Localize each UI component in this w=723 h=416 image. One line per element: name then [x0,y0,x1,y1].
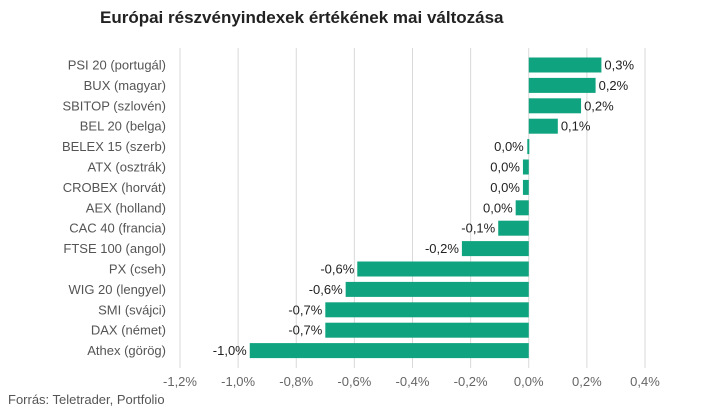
x-tick-label: -1,0% [221,374,255,389]
x-tick-label: -1,2% [163,374,197,389]
chart-title: Európai részvényindexek értékének mai vá… [100,8,504,27]
x-tick-label: -0,6% [337,374,371,389]
category-label: FTSE 100 (angol) [63,241,166,256]
category-labels: PSI 20 (portugál) BUX (magyar) SBITOP (szl… [62,58,166,359]
bar [515,200,529,216]
data-label: -0,7% [288,323,322,338]
bar [522,159,529,175]
data-label: -0,1% [461,221,495,236]
category-label: BELEX 15 (szerb) [62,139,166,154]
x-tick-label: 0,0% [514,374,544,389]
bar [345,281,529,297]
category-label: ATX (osztrák) [88,160,167,175]
data-label: -0,6% [309,282,343,297]
bar [528,57,602,73]
bar [522,179,529,195]
bar [528,77,596,93]
category-label: CROBEX (horvát) [63,180,166,195]
data-label: 0,0% [490,160,520,175]
data-label: 0,2% [599,78,629,93]
x-tick-label: 0,2% [572,374,602,389]
data-labels: 0,3%0,2%0,2%0,1%0,0%0,0%0,0%0,0%-0,1%-0,… [213,58,635,359]
data-label: 0,0% [483,200,513,215]
data-label: -0,2% [425,241,459,256]
category-label: BUX (magyar) [84,78,166,93]
bars [249,57,602,359]
bar [357,261,529,277]
data-label: 0,3% [604,58,634,73]
data-label: 0,1% [561,119,591,134]
x-axis-tick-labels: -1,2% -1,0% -0,8% -0,6% -0,4% -0,2% 0,0% 0,2% 0,… [163,374,660,389]
bar [249,343,529,359]
x-tick-label: 0,4% [630,374,660,389]
category-label: PSI 20 (portugál) [68,58,166,73]
gridlines [179,48,646,368]
category-label: Athex (görög) [87,343,166,358]
category-label: SBITOP (szlovén) [62,98,166,113]
bar [325,302,529,318]
x-tick-label: -0,8% [279,374,313,389]
x-tick-label: -0,4% [396,374,430,389]
bar [498,220,529,236]
bar [325,322,529,338]
bar [528,118,558,134]
source-note: Forrás: Teletrader, Portfolio [8,392,165,407]
x-tick-label: -0,2% [454,374,488,389]
category-label: SMI (svájci) [98,302,166,317]
category-label: AEX (holland) [86,200,166,215]
bar [527,139,530,155]
category-label: WIG 20 (lengyel) [68,282,166,297]
bar [461,241,529,257]
data-label: 0,0% [490,180,520,195]
bar [528,98,582,114]
category-label: DAX (német) [91,323,166,338]
data-label: -1,0% [213,343,247,358]
bar-chart: 0,3%0,2%0,2%0,1%0,0%0,0%0,0%0,0%-0,1%-0,… [62,48,660,389]
category-label: BEL 20 (belga) [80,119,166,134]
data-label: -0,6% [320,262,354,277]
category-label: PX (cseh) [109,262,166,277]
data-label: -0,7% [288,302,322,317]
data-label: 0,2% [584,98,614,113]
category-label: CAC 40 (francia) [69,221,166,236]
data-label: 0,0% [494,139,524,154]
